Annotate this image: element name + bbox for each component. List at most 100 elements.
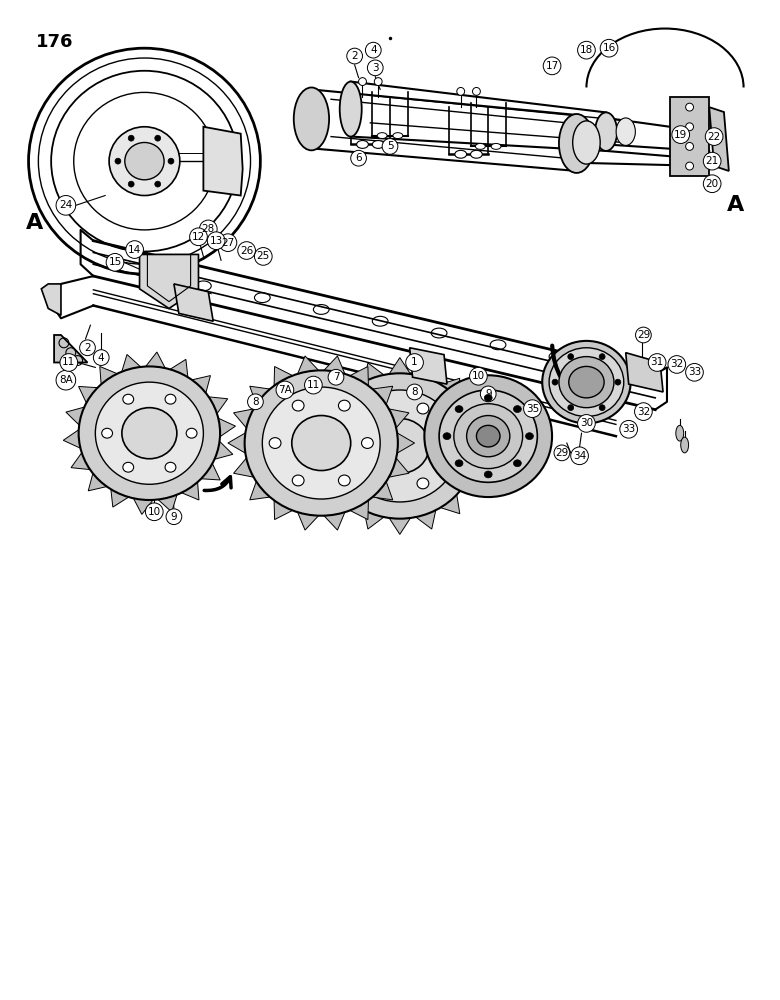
Text: 5: 5 xyxy=(387,141,393,151)
Polygon shape xyxy=(473,449,491,468)
Circle shape xyxy=(571,447,588,465)
Text: 35: 35 xyxy=(526,404,539,414)
Ellipse shape xyxy=(454,404,523,469)
Polygon shape xyxy=(308,424,327,443)
Polygon shape xyxy=(140,254,198,308)
Text: 32: 32 xyxy=(636,407,650,417)
Text: 30: 30 xyxy=(580,418,593,428)
Text: 15: 15 xyxy=(108,257,122,267)
Ellipse shape xyxy=(370,403,383,414)
Circle shape xyxy=(168,158,174,164)
Ellipse shape xyxy=(440,441,452,451)
Text: 4: 4 xyxy=(98,353,105,363)
Circle shape xyxy=(578,415,595,432)
Polygon shape xyxy=(41,284,61,315)
Polygon shape xyxy=(350,366,368,386)
Circle shape xyxy=(128,135,134,141)
Circle shape xyxy=(166,509,182,525)
Text: 10: 10 xyxy=(147,507,161,517)
Ellipse shape xyxy=(484,471,492,478)
Ellipse shape xyxy=(245,370,398,516)
Text: 7A: 7A xyxy=(278,385,292,395)
Polygon shape xyxy=(228,433,246,453)
Text: 31: 31 xyxy=(651,357,664,367)
Ellipse shape xyxy=(122,394,133,404)
Text: 11: 11 xyxy=(62,357,76,367)
Ellipse shape xyxy=(439,390,537,482)
Ellipse shape xyxy=(323,373,477,519)
Circle shape xyxy=(554,445,569,461)
Polygon shape xyxy=(441,495,459,514)
Ellipse shape xyxy=(477,425,500,447)
Ellipse shape xyxy=(340,82,362,137)
Circle shape xyxy=(115,158,121,164)
Circle shape xyxy=(60,354,78,371)
Ellipse shape xyxy=(513,406,521,413)
Circle shape xyxy=(304,376,322,394)
Text: 4: 4 xyxy=(370,45,377,55)
Circle shape xyxy=(328,369,344,385)
Polygon shape xyxy=(182,482,199,500)
Circle shape xyxy=(523,400,541,417)
Circle shape xyxy=(705,128,723,145)
Text: 13: 13 xyxy=(210,236,223,246)
Circle shape xyxy=(238,242,255,259)
Ellipse shape xyxy=(417,403,429,414)
Ellipse shape xyxy=(393,133,402,139)
Polygon shape xyxy=(204,127,243,196)
Circle shape xyxy=(704,175,721,193)
Polygon shape xyxy=(373,386,392,405)
Circle shape xyxy=(276,381,294,399)
Text: 32: 32 xyxy=(670,359,683,369)
Polygon shape xyxy=(460,473,480,491)
Polygon shape xyxy=(389,518,410,534)
Circle shape xyxy=(406,354,424,371)
Ellipse shape xyxy=(470,150,482,158)
Polygon shape xyxy=(274,366,292,386)
Text: 24: 24 xyxy=(59,200,73,210)
Text: 22: 22 xyxy=(707,132,721,142)
Circle shape xyxy=(254,248,272,265)
Ellipse shape xyxy=(549,348,624,417)
Ellipse shape xyxy=(417,478,429,489)
Ellipse shape xyxy=(443,433,451,440)
Circle shape xyxy=(704,152,721,170)
Circle shape xyxy=(672,126,690,143)
Ellipse shape xyxy=(686,103,693,111)
Ellipse shape xyxy=(686,142,693,150)
Text: 14: 14 xyxy=(128,245,141,255)
Text: 25: 25 xyxy=(257,251,270,261)
Circle shape xyxy=(600,39,618,57)
Text: 29: 29 xyxy=(636,330,650,340)
Text: 9: 9 xyxy=(171,512,177,522)
FancyArrowPatch shape xyxy=(204,477,231,490)
Circle shape xyxy=(126,241,144,258)
Ellipse shape xyxy=(339,475,350,486)
Polygon shape xyxy=(158,495,177,512)
Ellipse shape xyxy=(292,400,304,411)
Polygon shape xyxy=(410,348,447,384)
Circle shape xyxy=(635,403,652,420)
Circle shape xyxy=(219,234,237,252)
Polygon shape xyxy=(416,363,436,382)
Text: 33: 33 xyxy=(622,424,635,434)
Ellipse shape xyxy=(378,133,387,139)
Text: 20: 20 xyxy=(706,179,718,189)
Ellipse shape xyxy=(569,366,604,398)
Ellipse shape xyxy=(513,460,521,467)
Text: 29: 29 xyxy=(555,448,569,458)
Polygon shape xyxy=(319,473,339,491)
Ellipse shape xyxy=(165,394,176,404)
Ellipse shape xyxy=(341,390,459,502)
Polygon shape xyxy=(63,430,80,448)
Polygon shape xyxy=(218,418,236,437)
Text: 10: 10 xyxy=(472,371,485,381)
Polygon shape xyxy=(298,512,318,530)
Ellipse shape xyxy=(526,433,534,440)
Text: 8A: 8A xyxy=(59,375,73,385)
Circle shape xyxy=(347,48,363,64)
Circle shape xyxy=(382,139,398,154)
Circle shape xyxy=(648,354,666,371)
Ellipse shape xyxy=(568,405,573,411)
Circle shape xyxy=(94,350,109,365)
